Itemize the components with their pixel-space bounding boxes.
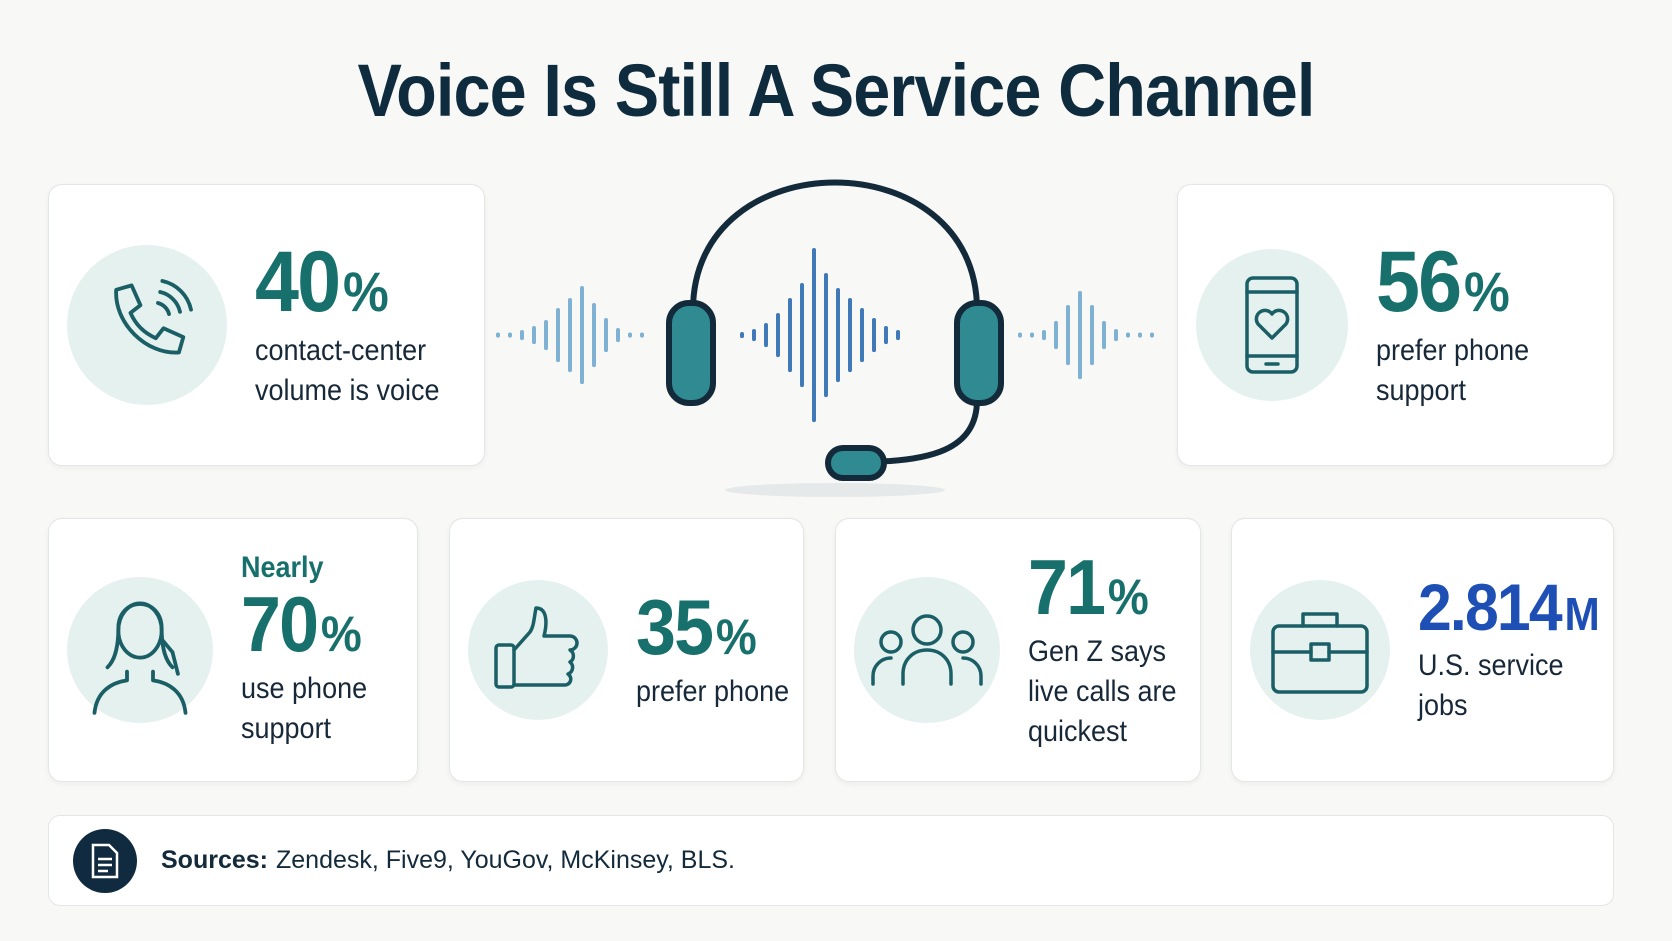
stat-text: 56% prefer phone support — [1376, 239, 1546, 411]
stat-caption: prefer phone support — [1376, 331, 1546, 411]
stat-unit: M — [1564, 588, 1600, 640]
stat-value: 71 — [1028, 543, 1106, 631]
stat-text: Nearly 70% use phone support — [241, 551, 381, 749]
caption-line: prefer phone — [636, 675, 790, 708]
stat-value: 70 — [241, 580, 319, 668]
stat-value-row: 35% — [636, 588, 793, 666]
icon — [871, 614, 983, 686]
stat-value-row: 40% — [255, 239, 444, 325]
stat-card: 35% prefer phone — [449, 518, 804, 782]
stat-text: 35% prefer phone — [636, 588, 806, 712]
stat-unit: % — [343, 260, 389, 323]
stat-unit: % — [1464, 260, 1510, 323]
icon-circle — [1250, 580, 1390, 720]
sources-text: Zendesk, Five9, YouGov, McKinsey, BLS. — [275, 846, 736, 874]
stat-value: 35 — [636, 583, 714, 671]
stat-value-row: 71% — [1028, 548, 1180, 626]
icon — [114, 279, 193, 355]
caption-line: live calls are — [1028, 675, 1177, 708]
stat-value: 40 — [255, 234, 341, 330]
stat-caption: U.S. service jobs — [1418, 646, 1616, 726]
stat-unit: % — [1107, 569, 1149, 625]
icon — [1245, 276, 1299, 374]
stat-card: Nearly 70% use phone support — [48, 518, 418, 782]
stat-card: 40% contact-center volume is voice — [48, 184, 485, 466]
caption-line: support — [241, 712, 332, 745]
caption-line: Gen Z says — [1028, 635, 1167, 668]
caption-line: volume is voice — [255, 374, 440, 407]
sources-label: Sources: — [161, 846, 268, 874]
icon-circle — [67, 577, 213, 723]
caption-line: contact-center — [255, 334, 427, 367]
stat-unit: % — [320, 606, 362, 662]
caption-line: support — [1376, 374, 1467, 407]
stat-caption: Gen Z says live calls are quickest — [1028, 632, 1193, 752]
icon-circle — [67, 245, 227, 405]
stat-caption: use phone support — [241, 669, 381, 749]
caption-line: use phone — [241, 672, 368, 705]
stat-value-row: 56% — [1376, 239, 1533, 325]
stat-text: 2.814M U.S. service jobs — [1418, 574, 1616, 726]
icon — [92, 601, 188, 715]
stat-value: 2.814 — [1418, 570, 1563, 644]
caption-line: jobs — [1418, 689, 1468, 722]
stat-unit: % — [715, 609, 757, 665]
caption-line: U.S. service — [1418, 649, 1564, 682]
icon-circle — [854, 577, 1000, 723]
icon — [494, 606, 579, 689]
stat-prefix: Nearly — [241, 551, 324, 584]
icon-circle — [468, 580, 608, 720]
stat-value: 56 — [1376, 234, 1462, 330]
title: Voice Is Still A Service Channel — [357, 49, 1315, 132]
stat-text: 71% Gen Z says live calls are quickest — [1028, 548, 1193, 752]
stat-value-row: 70% — [241, 585, 370, 663]
stat-caption: prefer phone — [636, 672, 806, 712]
document-icon — [73, 828, 137, 893]
sources-bar: Sources: Zendesk, Five9, YouGov, McKinse… — [48, 815, 1614, 906]
icon — [1271, 612, 1369, 694]
stat-value-row: 2.814M — [1418, 574, 1600, 640]
headset-illustration — [496, 179, 1154, 497]
stat-caption: contact-center volume is voice — [255, 331, 460, 411]
stat-card: 71% Gen Z says live calls are quickest — [835, 518, 1201, 782]
stat-card: 56% prefer phone support — [1177, 184, 1614, 466]
caption-line: quickest — [1028, 715, 1128, 748]
stat-text: 40% contact-center volume is voice — [255, 239, 460, 411]
caption-line: prefer phone — [1376, 334, 1530, 367]
stat-card: 2.814M U.S. service jobs — [1231, 518, 1614, 782]
icon-circle — [1196, 249, 1348, 401]
